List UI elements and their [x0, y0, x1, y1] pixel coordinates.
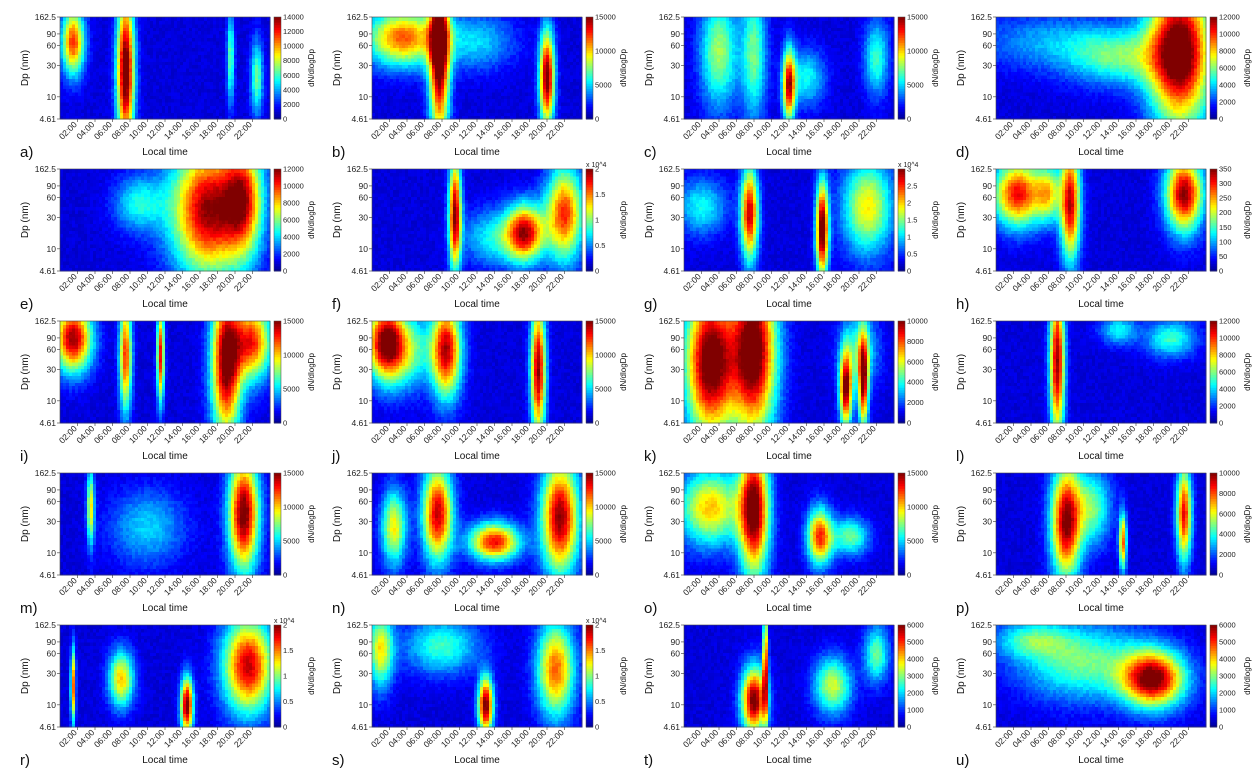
- heatmap-a: [60, 17, 271, 120]
- panel-a: 162.5906030104.6102:0004:0006:0008:0010:…: [20, 12, 316, 161]
